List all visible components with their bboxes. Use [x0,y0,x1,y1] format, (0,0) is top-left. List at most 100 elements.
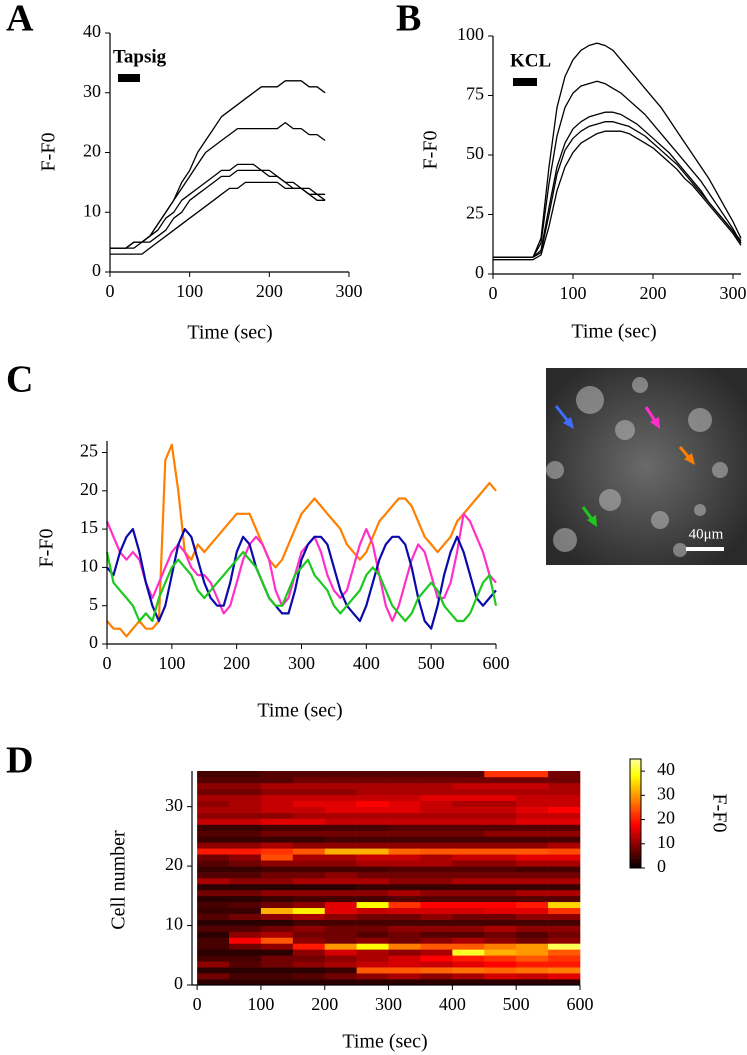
heat-cell [324,919,357,926]
heat-cell [260,800,294,807]
heat-cell [260,782,294,790]
colorbar-step [630,791,641,794]
annotation: Tapsig [113,46,167,67]
colorbar-frame [629,758,642,869]
heat-cell [388,824,421,831]
heat-cell [356,931,389,938]
heat-cell [324,824,357,831]
heat-cell [420,848,453,855]
heat-cell [260,907,294,914]
heat-cell [516,854,549,861]
heat-cell [356,955,389,962]
heat-cell [420,943,453,950]
stimulus-bar [118,74,140,82]
x-tick-label: 600 [567,994,594,1014]
colorbar-step [630,775,641,778]
heat-cell [548,776,581,784]
y-tick-label: 20 [83,141,101,161]
heat-cell [516,776,549,784]
colorbar-step [630,855,641,858]
heat-cell [548,866,581,873]
heat-cell [484,800,517,807]
heat-cell [292,919,326,926]
colorbar-step [630,808,641,811]
heat-cell [420,854,453,861]
colorbar-step [630,853,641,856]
heat-cell [197,937,230,944]
heat-cell [356,895,389,903]
heat-cell [420,949,453,956]
heat-cell [420,979,453,986]
series-line [105,512,497,623]
y-tick-label: 50 [466,143,484,163]
heat-cell [420,794,453,802]
heat-cell [420,836,453,843]
heat-cell [229,937,262,944]
heat-cell [516,818,549,825]
heat-cell [388,961,421,968]
heat-cell [484,907,517,914]
heat-cell [324,800,357,807]
heat-cell [260,889,294,897]
heat-cell [229,812,262,819]
heat-cell [197,919,230,926]
heat-cell [292,830,326,837]
heat-cell [356,979,389,986]
x-tick-label: 400 [439,994,466,1014]
heat-cell [292,842,326,849]
heat-cell [452,794,485,802]
heat-cell [260,830,294,837]
series-line [110,121,326,249]
heat-cell [292,907,326,914]
heat-cell [388,973,421,980]
heat-cell [548,806,581,813]
heat-cell [292,794,326,802]
heat-cell [548,937,581,944]
heat-cell [229,818,262,825]
heat-cell [548,907,581,914]
panel-label: A [6,0,34,40]
heat-cell [388,842,421,849]
heat-cell [356,824,389,831]
heat-cell [420,925,453,932]
x-tick-label: 100 [560,283,587,303]
heat-cell [229,830,262,837]
heat-cell [420,806,453,813]
heat-cell [548,824,581,831]
heat-cell [324,889,357,897]
heat-cell [356,860,389,867]
heat-cell [197,925,230,932]
series-line [493,80,742,258]
heat-cell [548,812,581,819]
heat-cell [260,895,294,903]
heat-cell [356,776,389,784]
heat-cell [292,937,326,944]
heat-cell [420,931,453,938]
heat-cell [420,866,453,873]
heat-cell [516,967,549,974]
series-line [110,181,326,255]
heat-cell [484,895,517,903]
series-line [106,528,497,630]
heat-cell [197,776,230,784]
heat-cell [229,788,262,796]
heat-cell [388,848,421,855]
heat-cell [452,901,485,909]
colorbar-step [630,768,641,771]
y-axis-label: F-F0 [420,131,442,170]
heat-cell [356,818,389,825]
heat-cell [388,872,421,879]
heat-cell [356,925,389,932]
colorbar-step [630,806,641,809]
heat-cell [356,854,389,861]
colorbar-step [630,809,641,812]
heat-cell [324,782,357,790]
heat-cell [260,854,294,861]
heat-cell [229,836,262,843]
heat-cell [548,848,581,855]
heat-cell [260,979,294,986]
heat-cell [452,925,485,932]
heat-cell [484,961,517,968]
heat-cell [356,812,389,819]
heat-cell [516,848,549,855]
